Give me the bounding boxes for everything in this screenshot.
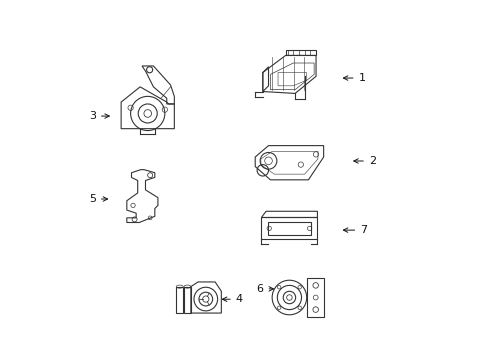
Text: 3: 3 bbox=[89, 111, 109, 121]
Bar bbox=[183, 287, 190, 313]
Text: 6: 6 bbox=[256, 284, 273, 294]
Text: 2: 2 bbox=[353, 156, 375, 166]
Bar bbox=[176, 287, 183, 313]
Text: 4: 4 bbox=[222, 294, 243, 304]
Text: 7: 7 bbox=[343, 225, 366, 235]
Text: 5: 5 bbox=[89, 194, 107, 204]
Text: 1: 1 bbox=[343, 73, 365, 83]
